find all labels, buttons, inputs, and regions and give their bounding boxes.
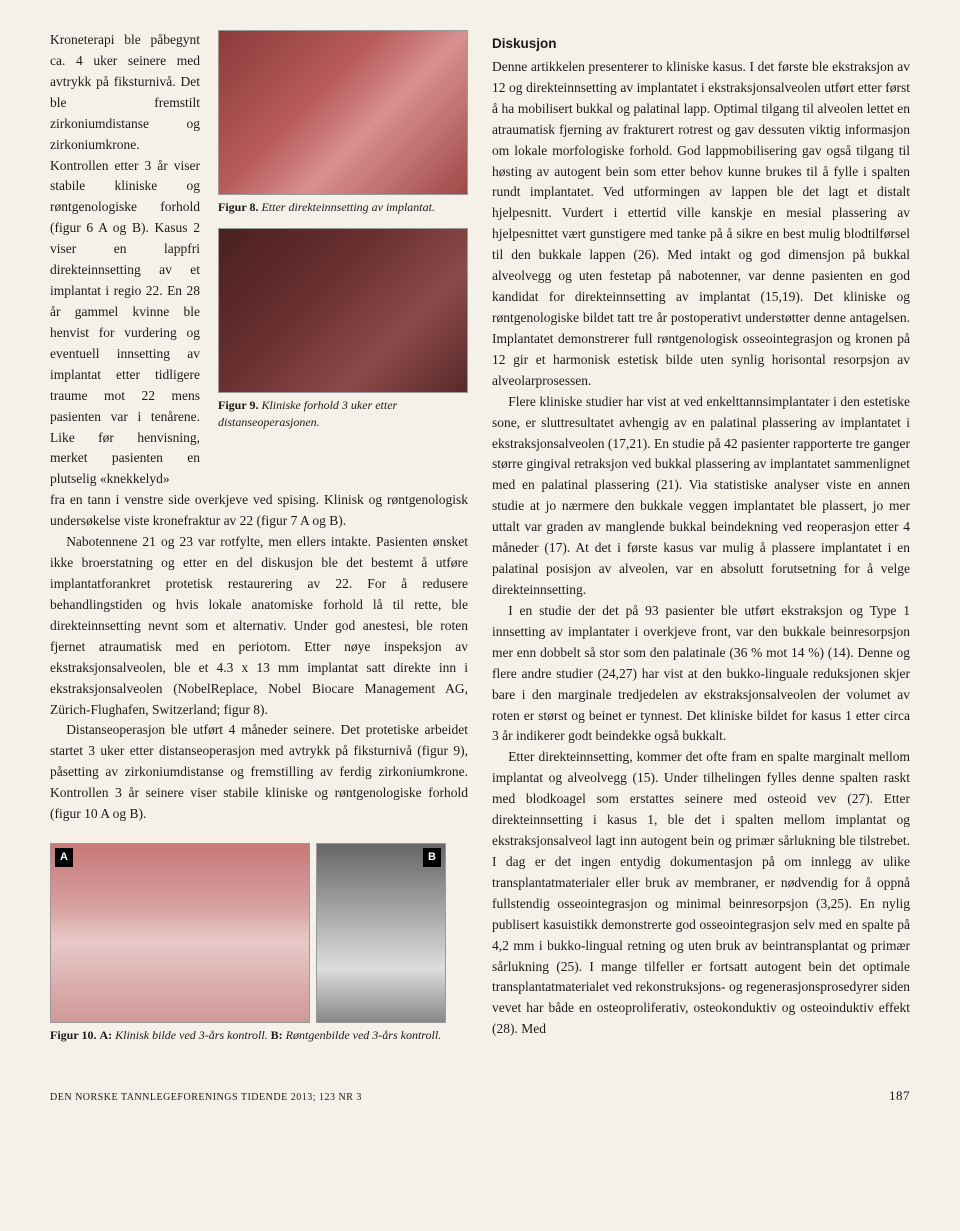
figure-9-caption: Figur 9. Kliniske forhold 3 uker etter d… — [218, 397, 468, 431]
right-para-3: I en studie der det på 93 pasienter ble … — [492, 601, 910, 747]
footer-journal: DEN NORSKE TANNLEGEFORENINGS TIDENDE 201… — [50, 1090, 362, 1106]
page-footer: DEN NORSKE TANNLEGEFORENINGS TIDENDE 201… — [50, 1086, 910, 1106]
left-para-3: Nabotennene 21 og 23 var rotfylte, men e… — [50, 532, 468, 720]
figure-10-a-badge: A — [55, 848, 73, 867]
figure-10-label: Figur 10. — [50, 1028, 96, 1042]
figure-10-a-image: A — [50, 843, 310, 1023]
footer-issue: 3 — [356, 1092, 362, 1103]
discussion-heading: Diskusjon — [492, 34, 910, 55]
figure-8-caption: Figur 8. Etter direkteinnsetting av impl… — [218, 199, 468, 216]
figure-10-b-badge: B — [423, 848, 441, 867]
left-para-4: Distanseoperasjon ble utført 4 måneder s… — [50, 720, 468, 825]
figure-8-caption-text: Etter direkteinnsetting av implantat. — [261, 200, 435, 214]
left-para-1: Kroneterapi ble påbegynt ca. 4 uker sein… — [50, 30, 200, 490]
figure-10-images: A B — [50, 843, 468, 1023]
figure-9-image — [218, 228, 468, 393]
left-column: Figur 8. Etter direkteinnsetting av impl… — [50, 30, 468, 1056]
figure-8-9-block: Figur 8. Etter direkteinnsetting av impl… — [218, 30, 468, 442]
left-narrow-text: Kroneterapi ble påbegynt ca. 4 uker sein… — [50, 30, 200, 490]
fig10-a-text: Klinisk bilde ved 3-års kontroll. — [115, 1028, 268, 1042]
figure-10-b-image: B — [316, 843, 446, 1023]
fig10-b-lbl: B: — [271, 1028, 283, 1042]
footer-tidende: TIDENDE — [241, 1092, 288, 1103]
figure-8-image — [218, 30, 468, 195]
footer-journal-text: EN NORSKE TANNLEGEFORENINGS — [58, 1092, 238, 1103]
fig10-b-text: Røntgenbilde ved 3-års kontroll. — [286, 1028, 442, 1042]
right-para-2: Flere kliniske studier har vist at ved e… — [492, 392, 910, 601]
right-column: Diskusjon Denne artikkelen presenterer t… — [492, 30, 910, 1056]
page-number: 187 — [889, 1086, 910, 1106]
figure-10-caption: Figur 10. A: Klinisk bilde ved 3-års kon… — [50, 1027, 468, 1044]
page-columns: Figur 8. Etter direkteinnsetting av impl… — [50, 30, 910, 1056]
footer-d: D — [50, 1092, 58, 1103]
figure-9-label: Figur 9. — [218, 398, 258, 412]
figure-10-block: A B Figur 10. A: Klinisk bilde ved 3-års… — [50, 843, 468, 1044]
footer-year: 2013; 123 — [291, 1092, 336, 1103]
figure-8-label: Figur 8. — [218, 200, 258, 214]
left-para-2: fra en tann i venstre side overkjeve ved… — [50, 490, 468, 532]
right-para-4: Etter direkteinnsetting, kommer det ofte… — [492, 747, 910, 1040]
right-para-1: Denne artikkelen presenterer to kliniske… — [492, 57, 910, 392]
footer-nr: NR — [338, 1092, 353, 1103]
fig10-a-lbl: A: — [99, 1028, 112, 1042]
